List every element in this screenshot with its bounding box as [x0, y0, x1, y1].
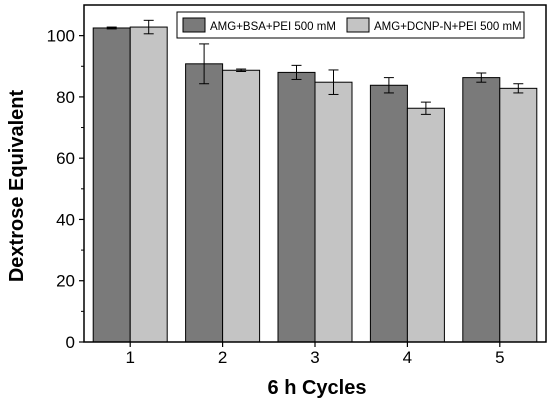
- bar: [406, 107, 445, 343]
- x-tick-label: 4: [403, 348, 412, 367]
- y-tick-label: 20: [56, 272, 75, 291]
- y-tick-label: 80: [56, 88, 75, 107]
- y-tick-label: 40: [56, 210, 75, 229]
- bar: [314, 81, 353, 343]
- y-tick-label: 60: [56, 149, 75, 168]
- legend-swatch: [182, 17, 206, 33]
- legend-label: AMG+BSA+PEI 500 mM: [210, 21, 336, 33]
- bar: [129, 26, 168, 343]
- legend-swatch: [346, 17, 370, 33]
- x-tick-label: 2: [218, 348, 227, 367]
- error-bars-layer: [106, 19, 524, 115]
- x-tick-label: 3: [310, 348, 319, 367]
- legend: AMG+BSA+PEI 500 mM AMG+DCNP-N+PEI 500 mM: [176, 11, 525, 39]
- bars-layer: [92, 26, 538, 343]
- bar: [369, 84, 408, 343]
- x-axis-label: 6 h Cycles: [268, 377, 367, 399]
- bar: [185, 63, 224, 343]
- bar: [92, 27, 131, 343]
- y-axis-label: Dextrose Equivalent: [6, 90, 28, 283]
- y-tick-label: 100: [47, 27, 75, 46]
- y-tick-label: 0: [66, 333, 75, 352]
- x-tick-label: 1: [125, 348, 134, 367]
- axes-layer: 0 20 40 60 80 100 1 2 3 4 5: [47, 4, 547, 367]
- bar: [499, 87, 538, 343]
- bar: [222, 69, 261, 343]
- bar: [462, 77, 501, 343]
- x-tick-label: 5: [495, 348, 504, 367]
- legend-label: AMG+DCNP-N+PEI 500 mM: [374, 21, 522, 33]
- bar: [277, 71, 316, 343]
